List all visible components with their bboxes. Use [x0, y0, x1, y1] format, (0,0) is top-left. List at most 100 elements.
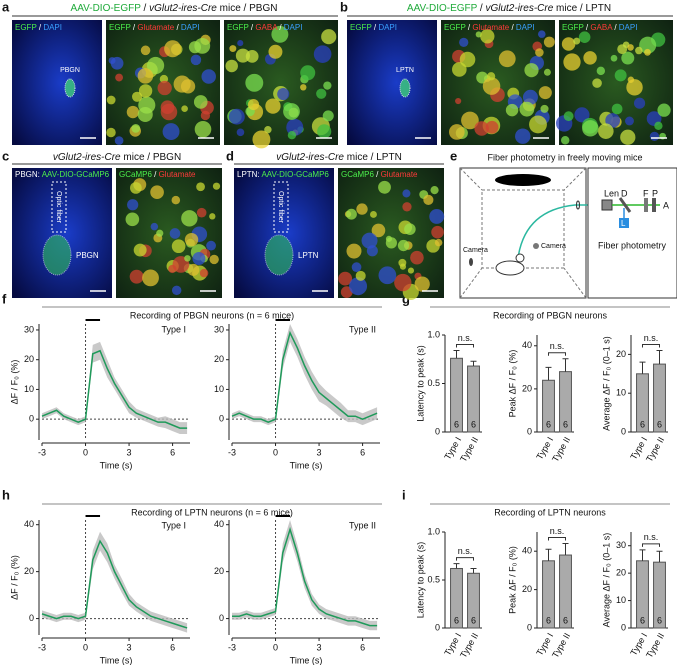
x-tick-label: -3 — [228, 642, 236, 652]
cell — [620, 129, 636, 145]
micrograph — [347, 20, 437, 145]
y-tick-label: 0 — [435, 622, 440, 632]
x-tick-label: 0 — [83, 642, 88, 652]
text-part: EGFP — [350, 23, 372, 32]
text-part: vGlut2-ires-Cre — [485, 3, 553, 14]
x-tick-label: -3 — [38, 642, 46, 652]
text-part: AAV-DIO-GCaMP6 — [42, 170, 110, 179]
cell — [283, 103, 300, 120]
cell — [245, 73, 264, 92]
cell — [160, 103, 178, 121]
cell — [633, 97, 646, 109]
text-part: mice / PBGN — [121, 152, 182, 163]
panel-label: f — [2, 291, 7, 306]
cell — [156, 229, 164, 237]
cell — [394, 273, 412, 292]
text-part: Glutamate — [381, 170, 418, 179]
cell — [209, 213, 216, 220]
panel-title: AAV-DIO-EGFP / vGlut2-ires-Cre mice / LP… — [407, 3, 611, 14]
cell — [361, 232, 378, 249]
n-label: 6 — [563, 615, 568, 625]
cell — [168, 264, 177, 274]
cell — [505, 103, 519, 117]
sig-bracket — [642, 543, 660, 547]
y-axis-label: Latency to peak (s) — [415, 542, 425, 619]
y-tick-label: 10 — [616, 388, 626, 398]
cell — [627, 44, 634, 51]
cell — [414, 276, 430, 292]
image-bg — [12, 20, 102, 145]
cell — [106, 95, 116, 105]
image-label: EGFP / DAPI — [350, 23, 397, 32]
trace — [41, 349, 188, 429]
x-tick-label: 3 — [127, 642, 132, 652]
text-part: / — [477, 3, 485, 14]
lens — [601, 199, 613, 211]
n-label: 6 — [657, 615, 662, 625]
region-outline — [42, 234, 72, 276]
image-bg — [347, 20, 437, 145]
cell — [192, 252, 206, 265]
panel-label: b — [340, 0, 348, 14]
text-part: EGFP — [15, 23, 37, 32]
x-tick-label: 3 — [317, 447, 322, 457]
sig-bracket — [548, 352, 566, 356]
y-tick-label: 0.5 — [427, 378, 440, 388]
text-part: DAPI — [378, 23, 397, 32]
cell — [164, 40, 182, 58]
micrograph — [12, 20, 102, 145]
cell — [235, 48, 250, 63]
text-part: / — [174, 23, 181, 32]
cell — [459, 37, 469, 47]
cell — [193, 95, 208, 109]
cell — [184, 255, 191, 262]
box-label: Fiber photometry — [598, 240, 667, 250]
cell — [596, 66, 606, 76]
text-part: / — [612, 23, 619, 32]
cell — [487, 72, 496, 81]
cell — [106, 127, 116, 138]
cell — [535, 48, 544, 57]
text-part: EGFP — [227, 23, 249, 32]
photometry-diagram: Len D L F P A Fiber photometry Camera Ca… — [459, 152, 677, 299]
cell — [162, 123, 180, 141]
cell — [598, 123, 614, 139]
y-tick-label: 0.5 — [427, 574, 440, 584]
sig-bracket — [456, 344, 474, 348]
cell — [187, 263, 200, 276]
pmt — [652, 198, 656, 212]
text-part: / — [277, 23, 284, 32]
cell — [378, 180, 391, 194]
cell — [247, 98, 260, 111]
y-tick-label: 0 — [29, 613, 34, 623]
cell — [397, 239, 410, 252]
cell — [402, 189, 411, 198]
y-tick-label: 20 — [616, 568, 626, 578]
cell — [171, 195, 181, 205]
cell — [212, 182, 221, 190]
sem-band — [232, 324, 378, 426]
text-part: / — [374, 170, 381, 179]
cell — [265, 98, 281, 114]
cell — [482, 77, 501, 95]
text-part: PBGN: — [15, 170, 42, 179]
text-part: DAPI — [181, 23, 200, 32]
cell — [455, 97, 462, 105]
trace — [232, 526, 378, 627]
cell — [228, 108, 245, 125]
cell — [287, 131, 297, 140]
y-tick-label: 40 — [522, 546, 532, 556]
camera-left — [469, 258, 473, 266]
sig-bracket — [548, 537, 566, 541]
text-part: DAPI — [284, 23, 303, 32]
text-part: / — [372, 23, 379, 32]
cell — [537, 30, 546, 38]
cell — [434, 238, 443, 247]
cell — [313, 45, 332, 63]
n-label: 6 — [454, 419, 459, 429]
cell — [515, 128, 531, 144]
x-axis-label: Time (s) — [290, 460, 323, 470]
cell — [114, 136, 124, 145]
cell — [371, 223, 386, 238]
connector — [576, 200, 580, 210]
